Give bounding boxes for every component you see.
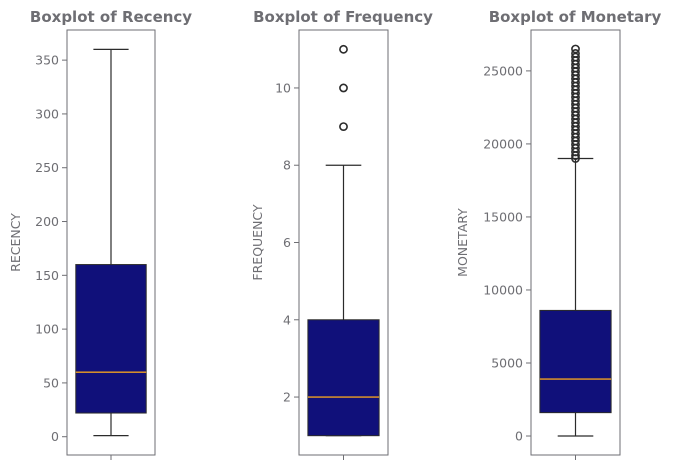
y-tick-label: 4 — [283, 312, 291, 327]
outlier-point — [339, 122, 348, 131]
y-tick-label: 200 — [35, 214, 59, 229]
y-tick-label: 15000 — [483, 209, 523, 224]
y-tick-label: 20000 — [483, 136, 523, 151]
chart-title: Boxplot of Frequency — [253, 8, 433, 26]
y-axis-label: FREQUENCY — [250, 204, 265, 281]
y-tick-label: 2 — [283, 390, 291, 405]
y-tick-label: 100 — [35, 322, 59, 337]
y-tick-label: 50 — [43, 375, 59, 390]
boxplot-panel-3: Boxplot of Monetary MONETARY 0 5000 10000 150… — [455, 8, 662, 460]
y-axis-label: MONETARY — [455, 208, 470, 277]
y-tick-label: 5000 — [491, 355, 523, 370]
y-tick-label: 150 — [35, 268, 59, 283]
outlier-point — [339, 44, 348, 54]
chart-title: Boxplot of Recency — [30, 8, 192, 26]
chart-title: Boxplot of Monetary — [489, 8, 662, 26]
iqr-box — [539, 309, 612, 414]
axes-frame — [298, 29, 389, 456]
axes-frame — [66, 29, 156, 456]
outlier-point — [571, 48, 580, 58]
y-tick-label: 350 — [35, 53, 59, 68]
y-tick-label: 10000 — [483, 282, 523, 297]
outlier-point — [571, 52, 580, 62]
boxplot-panel-2: Boxplot of Frequency FREQUENCY 2 4 6 8 10 — [250, 8, 433, 460]
y-tick-label: 8 — [283, 158, 291, 173]
outlier-point — [571, 44, 580, 54]
boxplot-panel-1: Boxplot of Recency RECENCY 0 50 100 150 200 250… — [8, 8, 192, 460]
axes-frame — [530, 29, 621, 456]
y-tick-label: 6 — [283, 235, 291, 250]
y-tick-label: 0 — [51, 429, 59, 444]
y-tick-label: 250 — [35, 160, 59, 175]
y-tick-label: 25000 — [483, 63, 523, 78]
y-tick-label: 10 — [275, 80, 291, 95]
iqr-box — [75, 264, 147, 414]
iqr-box — [307, 319, 380, 437]
outlier-point — [339, 83, 348, 93]
y-axis-label: RECENCY — [8, 213, 23, 272]
y-tick-label: 0 — [515, 429, 523, 444]
y-tick-label: 300 — [35, 106, 59, 121]
